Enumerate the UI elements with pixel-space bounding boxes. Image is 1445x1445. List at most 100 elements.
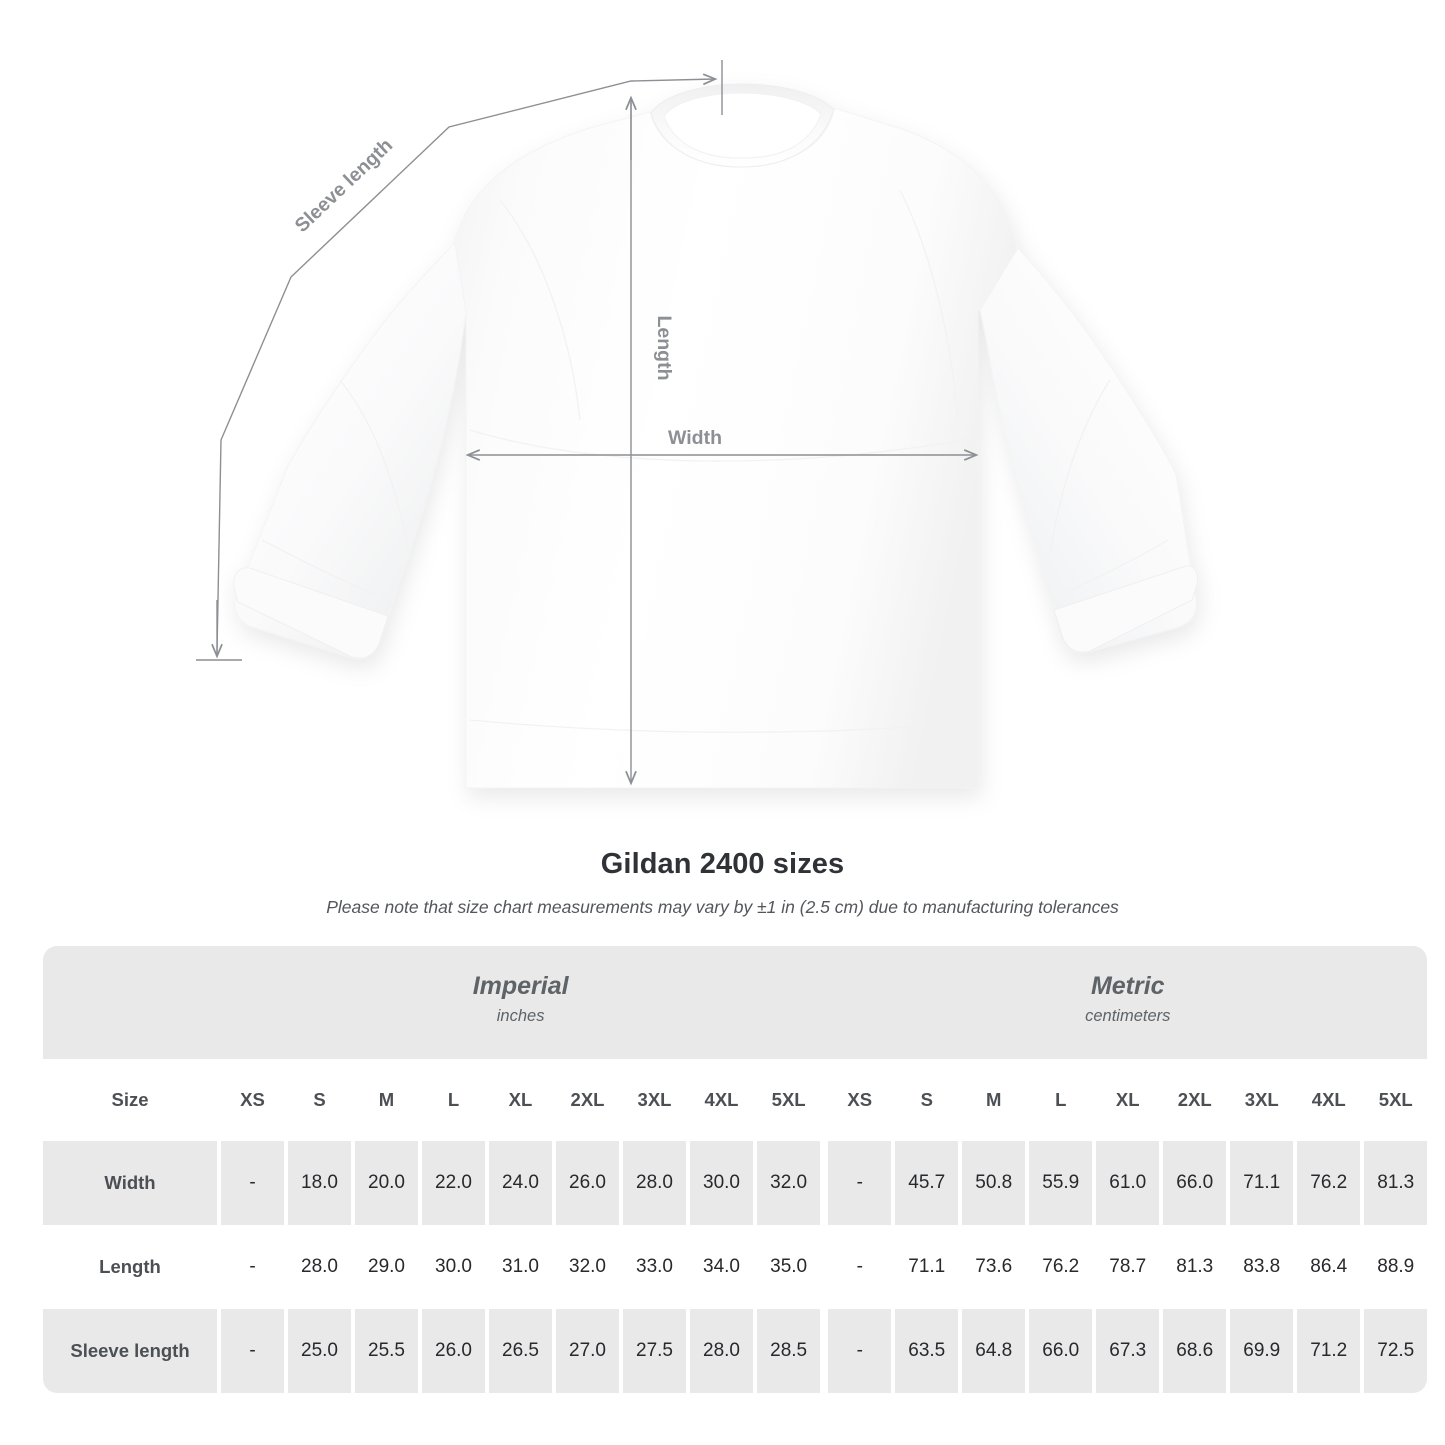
width-label: Width — [668, 427, 722, 449]
size-header-row: Size XS S M L XL 2XL 3XL 4XL 5XL XS S M L XL 2XL 3XL 4XL… — [43, 1059, 1428, 1141]
size-header-label: Size — [43, 1059, 217, 1141]
garment-illustration — [233, 83, 1199, 789]
column-separator — [1025, 1225, 1030, 1309]
column-separator — [958, 1141, 963, 1225]
measurement-cell: 25.5 — [355, 1309, 418, 1393]
column-separator — [753, 1141, 757, 1225]
measurement-cell: 26.5 — [489, 1309, 552, 1393]
measurement-cell: 81.3 — [1364, 1141, 1428, 1225]
column-separator — [418, 1059, 422, 1141]
column-separator — [686, 1309, 690, 1393]
column-separator — [351, 1141, 355, 1225]
measurement-cell: 73.6 — [962, 1225, 1026, 1309]
measurement-cell: - — [828, 1225, 892, 1309]
column-separator — [1092, 1309, 1097, 1393]
row-label: Sleeve length — [43, 1309, 217, 1393]
column-separator — [753, 1225, 757, 1309]
measurement-cell: 20.0 — [355, 1141, 418, 1225]
column-separator — [552, 1225, 556, 1309]
column-separator — [552, 1059, 556, 1141]
measurement-cell: 30.0 — [422, 1225, 485, 1309]
column-separator — [217, 1309, 221, 1393]
column-separator — [485, 1059, 489, 1141]
metric-unit-sub: centimeters — [1085, 1007, 1171, 1026]
table-row: Sleeve length -25.0 25.5 26.0 26.5 27.0 27.5 2… — [43, 1309, 1428, 1393]
size-header-cell: L — [422, 1059, 485, 1141]
measurement-cell: 35.0 — [757, 1225, 821, 1309]
measurement-cell: 25.0 — [288, 1309, 351, 1393]
column-separator — [284, 1141, 288, 1225]
column-separator — [958, 1309, 963, 1393]
size-table: Imperial inches Metric centimeters Size … — [43, 946, 1428, 1393]
column-separator — [217, 1141, 221, 1225]
column-separator — [619, 1225, 623, 1309]
column-separator — [686, 1059, 690, 1141]
column-separator — [619, 1309, 623, 1393]
measurement-cell: 50.8 — [962, 1141, 1026, 1225]
row-label: Width — [43, 1141, 217, 1225]
measurement-cell: 61.0 — [1096, 1141, 1160, 1225]
measurement-cell: 67.3 — [1096, 1309, 1160, 1393]
metric-unit-name: Metric — [1090, 972, 1165, 1001]
measurement-cell: - — [221, 1225, 284, 1309]
size-header-cell: XS — [828, 1059, 892, 1141]
measurement-cell: 78.7 — [1096, 1225, 1160, 1309]
column-separator — [753, 1309, 757, 1393]
section-separator — [820, 1225, 829, 1309]
column-separator — [686, 1225, 690, 1309]
measurement-cell: 22.0 — [422, 1141, 485, 1225]
size-header-cell: 3XL — [623, 1059, 686, 1141]
measurement-cell: 27.0 — [556, 1309, 619, 1393]
section-separator — [820, 1059, 829, 1141]
column-separator — [1025, 1059, 1030, 1141]
column-separator — [891, 1141, 896, 1225]
measurement-cell: 83.8 — [1230, 1225, 1294, 1309]
measurement-cell: 72.5 — [1364, 1309, 1428, 1393]
page-title: Gildan 2400 sizes — [600, 848, 845, 880]
size-header-cell: 2XL — [1163, 1059, 1227, 1141]
column-separator — [1025, 1141, 1030, 1225]
column-separator — [1293, 1059, 1298, 1141]
column-separator — [1360, 1309, 1365, 1393]
column-separator — [351, 1309, 355, 1393]
measurement-cell: 81.3 — [1163, 1225, 1227, 1309]
row-label: Length — [43, 1225, 217, 1309]
measurement-cell: 30.0 — [690, 1141, 753, 1225]
measurement-cell: - — [828, 1309, 892, 1393]
sleeve-length-line — [196, 60, 723, 661]
column-separator — [1092, 1059, 1097, 1141]
units-banner-spacer — [43, 946, 217, 1059]
measurement-cell: 86.4 — [1297, 1225, 1361, 1309]
column-separator — [217, 1059, 221, 1141]
length-label: Length — [653, 316, 675, 381]
column-separator — [1159, 1059, 1164, 1141]
size-header-cell: XL — [489, 1059, 552, 1141]
imperial-unit-name: Imperial — [472, 972, 569, 1001]
column-separator — [351, 1059, 355, 1141]
column-separator — [217, 946, 221, 1059]
column-separator — [418, 1225, 422, 1309]
imperial-unit-sub: inches — [496, 1007, 545, 1026]
column-separator — [485, 1309, 489, 1393]
measurement-cell: 71.1 — [895, 1225, 959, 1309]
garment-diagram: Sleeve length Length Width — [196, 60, 1199, 789]
measurement-cell: 76.2 — [1297, 1141, 1361, 1225]
measurement-cell: 71.1 — [1230, 1141, 1294, 1225]
column-separator — [958, 1225, 963, 1309]
units-banner-row: Imperial inches Metric centimeters — [43, 946, 1428, 1059]
column-separator — [1226, 1141, 1231, 1225]
column-separator — [891, 1059, 896, 1141]
measurement-cell: 76.2 — [1029, 1225, 1093, 1309]
table-row: Width -18.0 20.0 22.0 24.0 26.0 28.0 30.0 32.0-… — [43, 1141, 1428, 1225]
column-separator — [686, 1141, 690, 1225]
column-separator — [418, 1309, 422, 1393]
column-separator — [1159, 1309, 1164, 1393]
column-separator — [753, 1059, 757, 1141]
size-header-cell: 4XL — [690, 1059, 753, 1141]
measurement-cell: 27.5 — [623, 1309, 686, 1393]
measurement-cell: 63.5 — [895, 1309, 959, 1393]
column-separator — [958, 1059, 963, 1141]
section-separator — [820, 1141, 829, 1225]
column-separator — [351, 1225, 355, 1309]
measurement-cell: - — [828, 1141, 892, 1225]
